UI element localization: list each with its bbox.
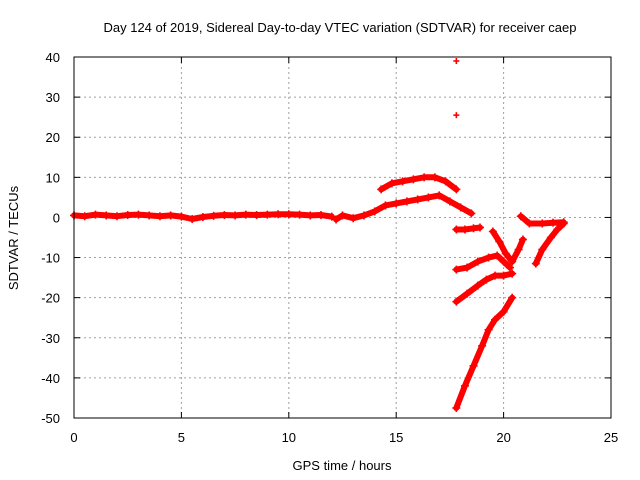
x-tick-label: 15 xyxy=(389,430,403,445)
series-trace xyxy=(333,192,475,223)
y-tick-label: -40 xyxy=(41,371,60,386)
grid-lines xyxy=(74,57,611,418)
y-tick-label: 0 xyxy=(53,210,60,225)
y-tick-label: -10 xyxy=(41,251,60,266)
series-arc-neg3 xyxy=(452,223,484,234)
series-arc-right-upper xyxy=(516,212,568,228)
y-axis-label: SDTVAR / TECUs xyxy=(6,185,21,290)
chart-title: Day 124 of 2019, Sidereal Day-to-day VTE… xyxy=(103,20,576,35)
x-tick-labels: 0 5 10 15 20 25 xyxy=(70,430,618,445)
y-tick-label: -50 xyxy=(41,411,60,426)
x-tick-label: 5 xyxy=(178,430,185,445)
x-tick-label: 20 xyxy=(496,430,510,445)
y-tick-label: 40 xyxy=(46,50,60,65)
data-series xyxy=(70,58,568,412)
series-trace xyxy=(453,294,516,411)
axis-ticks xyxy=(73,56,612,419)
series-outliers xyxy=(453,58,460,119)
plot-frame xyxy=(73,56,612,419)
series-arc-upper-14to18 xyxy=(377,173,461,194)
x-tick-label: 10 xyxy=(282,430,296,445)
y-tick-label: 20 xyxy=(46,130,60,145)
y-tick-label: -20 xyxy=(41,291,60,306)
series-arc-neg20 xyxy=(452,269,517,306)
y-tick-label: 30 xyxy=(46,90,60,105)
series-arc-v xyxy=(488,227,527,266)
series-arc-steep xyxy=(452,293,517,412)
x-tick-label: 25 xyxy=(604,430,618,445)
x-tick-label: 0 xyxy=(70,430,77,445)
series-arc-main-0to12 xyxy=(70,210,336,224)
series-arc-neg13 xyxy=(452,251,515,274)
y-tick-label: -30 xyxy=(41,331,60,346)
series-arc-12to18.5 xyxy=(332,191,476,224)
y-tick-label: 10 xyxy=(46,170,60,185)
y-tick-labels: -50 -40 -30 -20 -10 0 10 20 30 40 xyxy=(41,50,60,426)
series-arc-right-lower xyxy=(531,219,568,268)
x-axis-label: GPS time / hours xyxy=(293,458,392,473)
